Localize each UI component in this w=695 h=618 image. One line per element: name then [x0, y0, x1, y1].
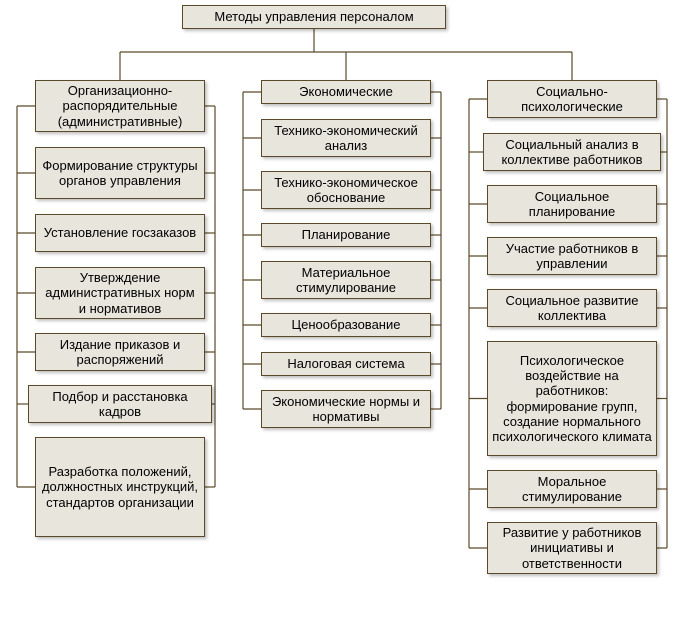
column-1-item-0: Технико-экономический анализ — [261, 119, 431, 157]
column-2-item-6: Развитие у работников инициативы и ответ… — [487, 522, 657, 574]
column-0-item-5: Разработка положений, должностных инстру… — [35, 437, 205, 537]
column-2-item-0: Социальный анализ в коллективе работнико… — [483, 133, 661, 171]
column-1-item-5: Налоговая система — [261, 352, 431, 376]
column-0-item-0: Формирование структуры органов управлени… — [35, 147, 205, 199]
column-1-item-2: Планирование — [261, 223, 431, 247]
diagram-canvas: Методы управления персоналом Организацион… — [0, 0, 695, 618]
column-2-item-3: Социальное развитие коллектива — [487, 289, 657, 327]
column-0-item-2: Утверждение административных норм и норм… — [35, 267, 205, 319]
column-1-item-6: Экономические нормы и нормативы — [261, 390, 431, 428]
column-2-item-1: Социальное планирование — [487, 185, 657, 223]
column-2-item-5: Моральное стимулирование — [487, 470, 657, 508]
column-1-item-1: Технико-экономическое обоснование — [261, 171, 431, 209]
column-header-2: Социально- психологические — [487, 80, 657, 118]
column-0-item-1: Установление госзаказов — [35, 214, 205, 252]
column-1-item-3: Материальное стимулирование — [261, 261, 431, 299]
column-header-1: Экономические — [261, 80, 431, 104]
root-node: Методы управления персоналом — [182, 5, 446, 29]
column-header-0: Организационно- распорядительные (админи… — [35, 80, 205, 132]
column-2-item-4: Психологическое воздействие на работнико… — [487, 341, 657, 456]
column-0-item-4: Подбор и расстановка кадров — [28, 385, 212, 423]
column-1-item-4: Ценообразование — [261, 313, 431, 337]
column-2-item-2: Участие работников в управлении — [487, 237, 657, 275]
column-0-item-3: Издание приказов и распоряжений — [35, 333, 205, 371]
